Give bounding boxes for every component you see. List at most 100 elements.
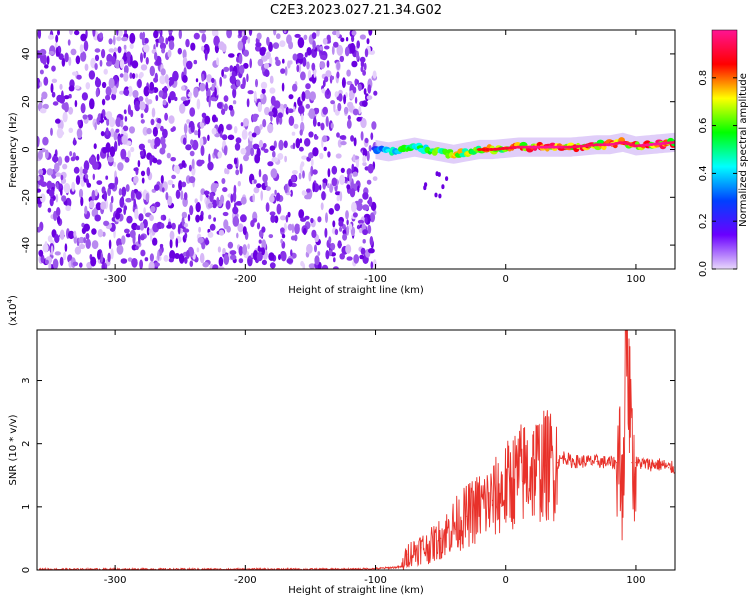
noise-speckle <box>226 163 233 170</box>
noise-speckle <box>190 42 196 51</box>
noise-speckle <box>371 121 377 130</box>
noise-speckle <box>55 172 62 177</box>
noise-speckle <box>80 51 87 62</box>
noise-speckle <box>332 266 339 269</box>
snr-panel: -300 -200 -100 0 100 0 1 2 3 Height of straight… <box>6 295 676 596</box>
noise-speckle <box>239 64 245 75</box>
noise-speckle <box>91 240 99 250</box>
snr-scale-note: (x104) <box>6 295 19 326</box>
colorbar-label: Normalized spectral amplitude <box>738 73 749 227</box>
noise-speckle <box>304 194 311 200</box>
noise-speckle <box>135 225 142 230</box>
noise-speckle <box>159 243 164 248</box>
noise-speckle <box>293 234 298 242</box>
snr-x-axis: -300 -200 -100 0 100 <box>104 330 645 586</box>
noise-speckle <box>329 242 336 250</box>
noise-speckle <box>259 124 263 130</box>
noise-speckle <box>325 212 328 223</box>
noise-speckle <box>260 81 268 90</box>
snr-data-point <box>667 467 670 469</box>
noise-speckle <box>166 152 171 159</box>
noise-speckle <box>337 139 342 148</box>
noise-speckle <box>362 239 366 244</box>
noise-speckle <box>127 150 131 159</box>
noise-speckle <box>108 77 115 89</box>
noise-speckle <box>269 75 274 84</box>
noise-speckle <box>54 251 61 256</box>
noise-speckle <box>240 122 244 127</box>
noise-speckle <box>276 192 281 202</box>
noise-speckle <box>204 115 211 125</box>
noise-speckle <box>306 188 311 193</box>
noise-speckle <box>94 214 101 222</box>
noise-speckle <box>120 148 127 160</box>
noise-speckle <box>273 100 281 109</box>
noise-speckle <box>340 141 347 146</box>
noise-speckle <box>255 42 262 48</box>
noise-speckle <box>145 57 149 65</box>
noise-speckle <box>100 131 105 137</box>
noise-speckle <box>56 127 64 139</box>
noise-speckle <box>138 213 144 222</box>
noise-speckle <box>213 183 219 188</box>
snr-data-point <box>615 462 618 464</box>
noise-speckle <box>134 208 139 220</box>
noise-speckle <box>357 219 364 224</box>
noise-speckle <box>159 75 166 85</box>
noise-speckle <box>352 108 359 116</box>
noise-speckle <box>284 183 288 194</box>
noise-speckle <box>334 203 341 212</box>
noise-speckle <box>166 224 173 229</box>
noise-speckle <box>356 40 361 49</box>
noise-speckle <box>304 215 310 220</box>
noise-speckle <box>147 139 152 144</box>
noise-speckle <box>282 58 285 64</box>
snr-data-point <box>635 462 637 464</box>
noise-speckle <box>210 96 218 102</box>
noise-speckle <box>177 224 181 235</box>
noise-speckle <box>265 202 270 213</box>
noise-speckle <box>290 189 293 197</box>
noise-speckle <box>191 165 196 176</box>
noise-speckle <box>232 216 240 227</box>
noise-speckle <box>221 134 228 141</box>
noise-speckle <box>266 36 270 46</box>
noise-speckle <box>336 61 341 71</box>
noise-speckle <box>352 154 356 163</box>
noise-speckle <box>338 89 343 95</box>
snr-data-point <box>505 487 507 489</box>
noise-speckle <box>164 74 169 84</box>
noise-speckle <box>175 189 181 199</box>
noise-speckle <box>133 175 139 184</box>
snr-data-point <box>414 550 416 552</box>
noise-speckle <box>336 30 340 38</box>
noise-speckle <box>199 252 205 264</box>
noise-speckle <box>56 215 61 225</box>
noise-speckle <box>67 39 71 46</box>
noise-speckle <box>99 32 103 39</box>
noise-speckle <box>73 137 76 146</box>
noise-speckle <box>181 160 186 168</box>
noise-speckle <box>338 220 344 227</box>
noise-speckle <box>42 243 49 253</box>
noise-speckle <box>252 218 258 223</box>
noise-speckle <box>108 38 113 45</box>
noise-speckle <box>246 73 249 83</box>
noise-speckle <box>76 74 82 80</box>
noise-speckle <box>42 103 49 110</box>
noise-speckle <box>285 214 289 223</box>
x-tick-label: 100 <box>626 274 645 285</box>
noise-speckle <box>129 43 134 50</box>
noise-speckle <box>83 40 89 52</box>
noise-speckle <box>223 95 229 102</box>
noise-speckle <box>119 197 124 208</box>
noise-speckle <box>42 136 49 146</box>
noise-speckle <box>153 262 160 267</box>
noise-speckle <box>142 126 149 136</box>
noise-speckle <box>337 102 342 112</box>
noise-speckle <box>232 100 237 105</box>
noise-speckle <box>133 198 137 208</box>
noise-speckle <box>213 217 217 222</box>
noise-speckle <box>287 223 293 231</box>
noise-speckle <box>114 176 119 186</box>
